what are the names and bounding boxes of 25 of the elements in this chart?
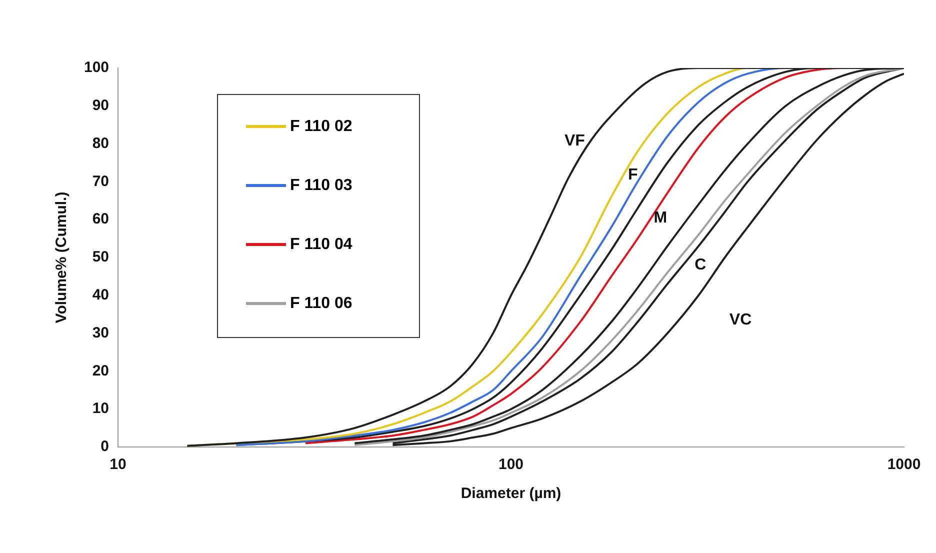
y-tick-label: 90 (92, 97, 110, 114)
x-axis-title: Diameter (µm) (460, 485, 562, 502)
legend-label: F 110 02 (290, 118, 352, 136)
y-tick-label: 50 (92, 248, 110, 266)
y-tick-label: 80 (92, 134, 110, 152)
y-axis-title: Volume% (Cumul.) (53, 192, 70, 324)
x-tick-label: 100 (498, 456, 524, 474)
legend-label: F 110 04 (290, 236, 352, 254)
y-tick-label: 100 (84, 59, 110, 76)
y-tick-label: 10 (92, 400, 110, 418)
y-tick-label: 0 (100, 438, 110, 456)
y-tick-label: 40 (92, 286, 110, 304)
y-tick-label: 30 (92, 324, 110, 342)
x-tick-label: 1000 (887, 456, 921, 474)
annotation: VC (729, 311, 752, 328)
annotation: M (654, 209, 668, 226)
y-tick-label: 60 (92, 210, 110, 228)
legend-label: F 110 03 (290, 176, 352, 194)
annotation: C (694, 256, 707, 274)
annotation: VF (564, 132, 586, 150)
annotation: F (628, 166, 638, 184)
legend-label: F 110 06 (290, 294, 352, 312)
y-tick-label: 20 (92, 362, 110, 380)
y-tick-label: 70 (92, 172, 110, 190)
x-tick-label: 10 (110, 456, 126, 474)
